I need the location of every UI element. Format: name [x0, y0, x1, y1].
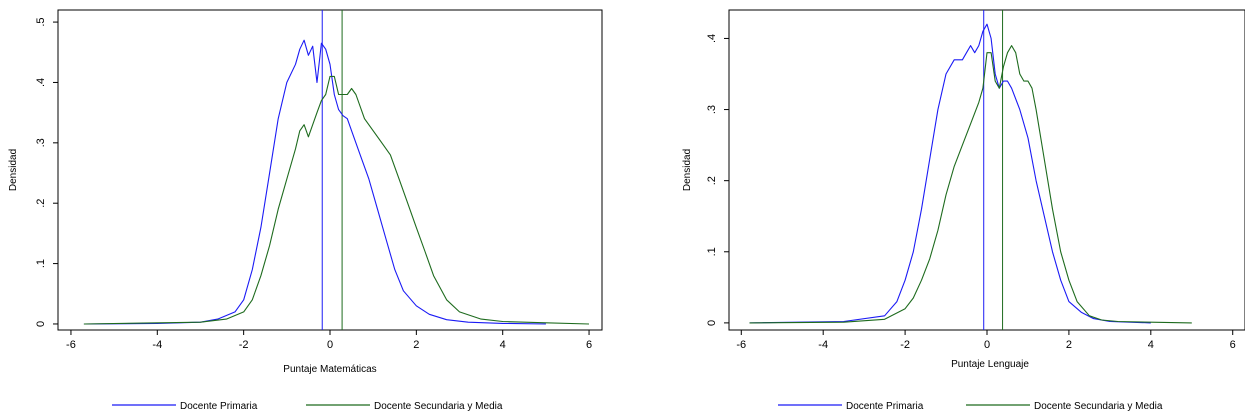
x-tick-label: 0 — [327, 339, 333, 351]
legend-label-primaria: Docente Primaria — [846, 401, 924, 412]
x-tick-label: -2 — [239, 339, 249, 351]
x-tick-label: 0 — [984, 339, 990, 351]
y-tick-label: .2 — [35, 199, 47, 208]
chart-matematicas: 0 .1 .2 .3 .4 .5 -6 -4 -2 0 2 4 6 Densidad Puntaje … — [8, 9, 603, 412]
mean-lines — [983, 10, 1004, 330]
legend-label-secundaria: Docente Secundaria y Media — [1034, 401, 1163, 412]
y-tick-label: 0 — [706, 320, 718, 326]
x-tick-label: 4 — [1148, 339, 1154, 351]
legend: Docente Primaria Docente Secundaria y Me… — [778, 401, 1163, 412]
y-tick-label: .4 — [706, 34, 718, 43]
series-line-secundaria — [83, 75, 590, 325]
y-tick-label: .1 — [706, 247, 718, 256]
plot-frame — [728, 9, 1245, 331]
x-axis: -6 -4 -2 0 2 4 6 — [736, 330, 1236, 351]
x-tick-label: -4 — [152, 339, 162, 351]
y-tick-label: 0 — [35, 321, 47, 327]
y-tick-label: .3 — [35, 138, 47, 147]
legend-label-secundaria: Docente Secundaria y Media — [374, 401, 503, 412]
x-tick-label: 2 — [413, 339, 419, 351]
y-tick-label: .4 — [35, 78, 47, 87]
x-tick-label: 4 — [500, 339, 506, 351]
series-line-primaria — [83, 39, 546, 325]
legend: Docente Primaria Docente Secundaria y Me… — [112, 401, 503, 412]
y-tick-label: .5 — [35, 17, 47, 26]
x-axis-title: Puntaje Matemáticas — [283, 364, 376, 375]
y-axis: 0 .1 .2 .3 .4 .5 — [35, 17, 58, 327]
y-axis-title: Densidad — [8, 149, 19, 191]
chart-lenguaje: 0 .1 .2 .3 .4 -6 -4 -2 0 2 4 6 Densidad Puntaje Le… — [682, 9, 1245, 412]
mean-lines — [321, 10, 343, 330]
x-axis: -6 -4 -2 0 2 4 6 — [66, 330, 592, 351]
x-tick-label: 6 — [1230, 339, 1236, 351]
series-line-primaria — [749, 23, 1151, 324]
x-tick-label: 6 — [586, 339, 592, 351]
x-tick-label: 2 — [1066, 339, 1072, 351]
y-tick-label: .2 — [706, 176, 718, 185]
x-tick-label: -6 — [736, 339, 746, 351]
plot-frame — [57, 9, 603, 331]
y-tick-label: .1 — [35, 259, 47, 268]
x-tick-label: -2 — [900, 339, 910, 351]
y-tick-label: .3 — [706, 105, 718, 114]
x-tick-label: -6 — [66, 339, 76, 351]
y-axis: 0 .1 .2 .3 .4 — [706, 34, 729, 326]
x-axis-title: Puntaje Lenguaje — [951, 359, 1029, 370]
legend-label-primaria: Docente Primaria — [180, 401, 258, 412]
series-line-secundaria — [749, 45, 1192, 324]
x-tick-label: -4 — [818, 339, 828, 351]
series-lines — [749, 23, 1192, 324]
series-lines — [83, 39, 590, 325]
y-axis-title: Densidad — [682, 149, 693, 191]
